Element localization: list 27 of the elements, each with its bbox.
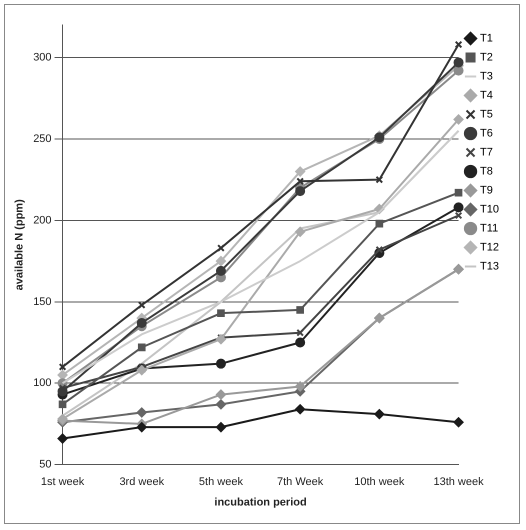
- x-tick-label: 7th Week: [277, 476, 324, 488]
- y-tick-label: 150: [33, 296, 52, 308]
- legend-label: T5: [480, 108, 493, 121]
- x-tick-label: 10th week: [354, 476, 405, 488]
- y-axis-title: available N (ppm): [14, 198, 26, 290]
- y-tick-label: 100: [33, 377, 52, 390]
- legend-label: T13: [480, 260, 500, 273]
- x-tick-label: 1st week: [40, 476, 85, 488]
- y-tick-label: 200: [33, 214, 52, 226]
- y-tick-label: 250: [33, 133, 52, 145]
- legend-label: T11: [480, 222, 498, 235]
- x-tick-label: 3rd week: [119, 476, 165, 488]
- legend-label: T2: [480, 52, 493, 64]
- legend-label: T9: [480, 184, 493, 197]
- legend-label: T1: [480, 32, 493, 45]
- x-tick-label: 5th week: [198, 476, 244, 488]
- x-tick-label: 13th week: [433, 476, 484, 488]
- legend-label: T12: [480, 242, 500, 254]
- legend-label: T7: [480, 146, 493, 159]
- legend-label: T10: [480, 204, 500, 216]
- legend-label: T6: [480, 128, 493, 140]
- legend-label: T8: [480, 166, 493, 178]
- x-axis-title: incubation period: [214, 496, 307, 508]
- legend-label: T3: [480, 70, 493, 83]
- y-tick-label: 300: [33, 52, 52, 64]
- y-tick-label: 50: [39, 458, 52, 471]
- legend-label: T4: [480, 90, 493, 102]
